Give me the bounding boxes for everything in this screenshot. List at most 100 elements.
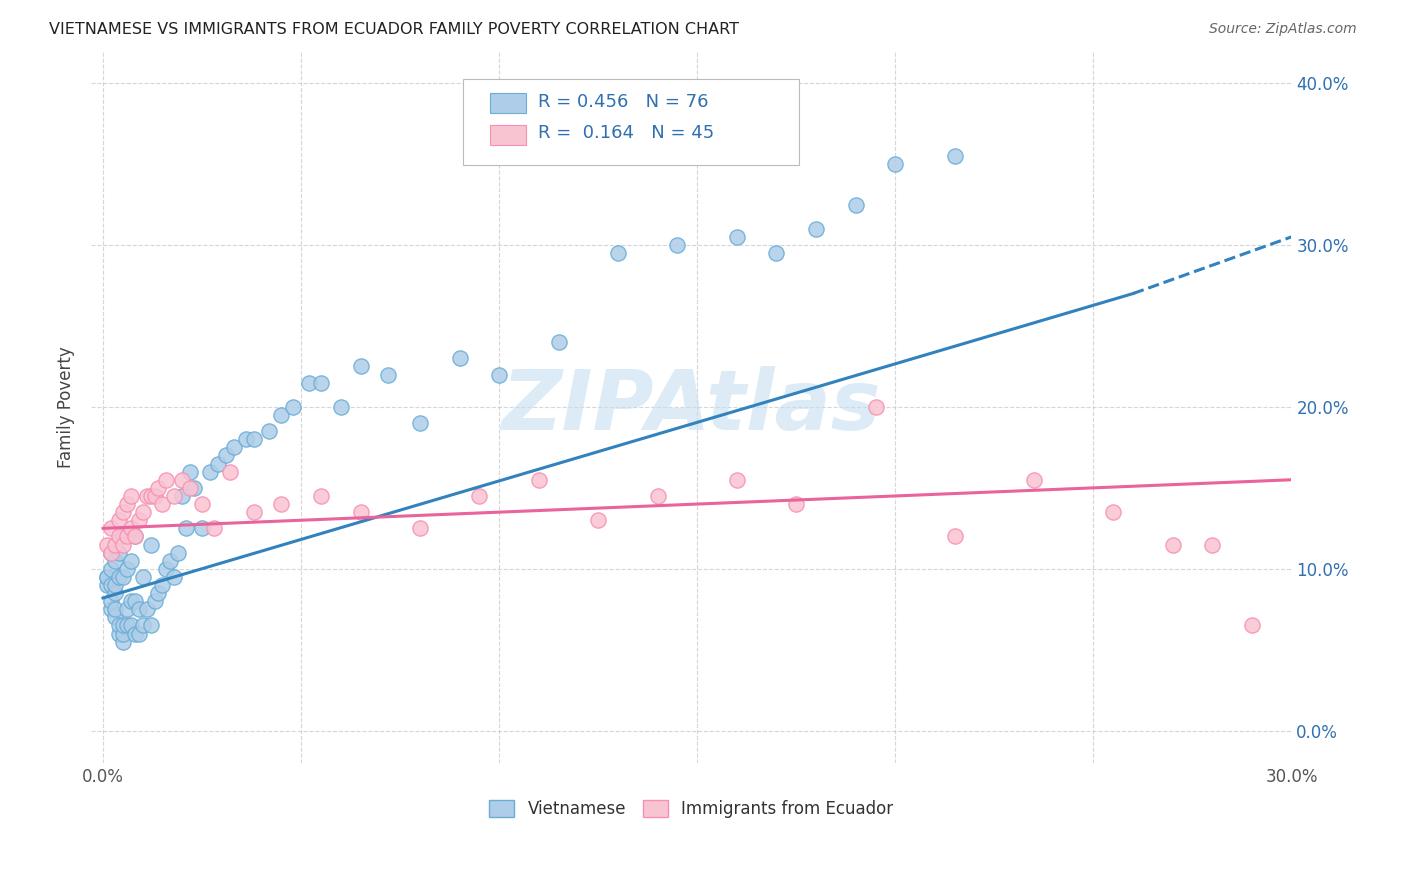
- Point: [100, 546, 122, 560]
- Point: [191, 521, 214, 535]
- Point: [607, 246, 630, 260]
- Point: [259, 424, 281, 438]
- Point: [96, 578, 118, 592]
- Point: [124, 626, 146, 640]
- Point: [108, 570, 131, 584]
- Point: [111, 626, 134, 640]
- Point: [242, 432, 264, 446]
- Point: [111, 505, 134, 519]
- Point: [120, 554, 142, 568]
- Point: [270, 408, 292, 422]
- Point: [100, 594, 122, 608]
- Point: [329, 400, 352, 414]
- Point: [96, 570, 118, 584]
- Y-axis label: Family Poverty: Family Poverty: [58, 346, 75, 467]
- Point: [152, 497, 174, 511]
- Point: [115, 562, 138, 576]
- Point: [104, 602, 127, 616]
- Point: [765, 246, 787, 260]
- Point: [104, 578, 127, 592]
- Point: [349, 359, 371, 374]
- Point: [1240, 618, 1263, 632]
- Point: [198, 465, 221, 479]
- FancyBboxPatch shape: [489, 125, 526, 145]
- FancyBboxPatch shape: [489, 94, 526, 113]
- Point: [155, 562, 177, 576]
- Point: [785, 497, 807, 511]
- Point: [111, 634, 134, 648]
- Point: [191, 497, 214, 511]
- Point: [148, 481, 170, 495]
- Point: [235, 432, 257, 446]
- Point: [215, 449, 238, 463]
- Point: [377, 368, 399, 382]
- Point: [179, 465, 201, 479]
- Point: [547, 335, 569, 350]
- Text: R =  0.164   N = 45: R = 0.164 N = 45: [537, 124, 714, 143]
- Point: [108, 513, 131, 527]
- Point: [115, 618, 138, 632]
- FancyBboxPatch shape: [463, 79, 800, 165]
- Point: [131, 618, 153, 632]
- Point: [104, 537, 127, 551]
- Point: [865, 400, 887, 414]
- Point: [100, 521, 122, 535]
- Point: [128, 513, 150, 527]
- Point: [202, 521, 225, 535]
- Text: R = 0.456   N = 76: R = 0.456 N = 76: [537, 93, 709, 111]
- Point: [167, 546, 190, 560]
- Point: [298, 376, 321, 390]
- Point: [943, 529, 966, 543]
- Point: [108, 529, 131, 543]
- Point: [1022, 473, 1045, 487]
- Point: [943, 149, 966, 163]
- Point: [100, 562, 122, 576]
- Point: [804, 221, 827, 235]
- Point: [124, 594, 146, 608]
- Text: ZIPAtlas: ZIPAtlas: [502, 367, 882, 448]
- Point: [148, 586, 170, 600]
- Point: [1201, 537, 1223, 551]
- Point: [108, 618, 131, 632]
- Point: [172, 473, 194, 487]
- Point: [218, 465, 240, 479]
- Point: [104, 554, 127, 568]
- Point: [120, 521, 142, 535]
- Point: [96, 570, 118, 584]
- Point: [115, 602, 138, 616]
- Point: [270, 497, 292, 511]
- Point: [647, 489, 669, 503]
- Point: [111, 570, 134, 584]
- Point: [666, 238, 689, 252]
- Point: [1161, 537, 1184, 551]
- Point: [143, 594, 166, 608]
- Point: [120, 594, 142, 608]
- Point: [449, 351, 471, 366]
- Point: [111, 529, 134, 543]
- Point: [96, 537, 118, 551]
- Point: [207, 457, 229, 471]
- Point: [409, 521, 432, 535]
- Point: [159, 554, 181, 568]
- Point: [586, 513, 609, 527]
- Point: [111, 537, 134, 551]
- Point: [131, 505, 153, 519]
- Point: [128, 602, 150, 616]
- Point: [155, 473, 177, 487]
- Point: [135, 489, 157, 503]
- Point: [488, 368, 510, 382]
- Point: [222, 441, 245, 455]
- Point: [100, 578, 122, 592]
- Point: [163, 489, 186, 503]
- Point: [120, 489, 142, 503]
- Point: [139, 489, 162, 503]
- Point: [409, 416, 432, 430]
- Point: [527, 473, 550, 487]
- Point: [309, 489, 332, 503]
- Point: [172, 489, 194, 503]
- Point: [183, 481, 205, 495]
- Point: [143, 489, 166, 503]
- Point: [108, 546, 131, 560]
- Point: [152, 578, 174, 592]
- Point: [108, 626, 131, 640]
